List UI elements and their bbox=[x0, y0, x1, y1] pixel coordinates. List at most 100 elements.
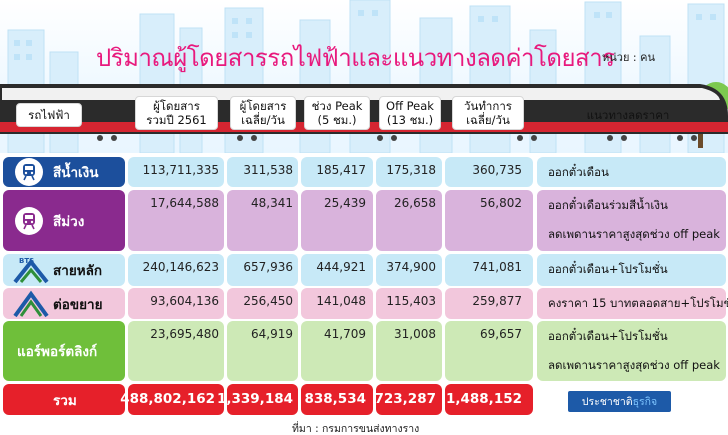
total-value-text: 838,534 bbox=[304, 391, 367, 407]
table-row: ต่อขยาย 93,604,136 256,450 141,048 115,403 25… bbox=[0, 288, 728, 319]
header-annual-line2: รวมปี 2561 bbox=[146, 113, 207, 127]
row-label: สีน้ำเงิน bbox=[3, 157, 125, 187]
value-text: 48,341 bbox=[251, 196, 293, 210]
header-peak-line1: ช่วง Peak bbox=[311, 99, 363, 113]
row-label-text: สีน้ำเงิน bbox=[53, 165, 99, 181]
header-daily: ผู้โดยสาร เฉลี่ย/วัน bbox=[230, 96, 296, 130]
row-label: BTS สายหลัก bbox=[3, 254, 125, 286]
value-text: 185,417 bbox=[316, 163, 366, 177]
value-text: 240,146,623 bbox=[142, 260, 219, 274]
table-row: BTS สายหลัก 240,146,623 657,936 444,921 374,9… bbox=[0, 254, 728, 286]
header-annual: ผู้โดยสาร รวมปี 2561 bbox=[135, 96, 218, 130]
value-text: 31,008 bbox=[394, 327, 436, 341]
discount-cell bbox=[537, 321, 726, 381]
discount-cell bbox=[537, 157, 726, 187]
value-text: 93,604,136 bbox=[150, 294, 219, 308]
row-label-text: สายหลัก bbox=[53, 263, 103, 279]
total-label-text: รวม bbox=[53, 392, 77, 409]
header-offpeak-line1: Off Peak bbox=[386, 99, 434, 113]
value-text: 26,658 bbox=[394, 196, 436, 210]
header-annual-line1: ผู้โดยสาร bbox=[153, 99, 200, 113]
value-cell bbox=[128, 321, 224, 381]
row-label: ต่อขยาย bbox=[3, 288, 125, 319]
header-peak: ช่วง Peak (5 ชม.) bbox=[304, 96, 370, 130]
value-cell bbox=[445, 190, 533, 251]
value-cell bbox=[376, 321, 442, 381]
brand-logo: ประชาชาติ ธุรกิจ bbox=[568, 391, 671, 412]
value-text: 444,921 bbox=[316, 260, 366, 274]
total-row: รวม 488,802,162 1,339,184 838,534 723,287 1,4… bbox=[0, 384, 728, 415]
source-note: ที่มา : กรมการขนส่งทางราง bbox=[292, 423, 420, 435]
value-cell bbox=[128, 288, 224, 319]
value-cell bbox=[128, 254, 224, 286]
value-cell bbox=[376, 288, 442, 319]
value-cell bbox=[376, 157, 442, 187]
value-cell bbox=[301, 288, 373, 319]
header-discount-label: แนวทางลดราคา bbox=[586, 108, 670, 122]
value-text: 175,318 bbox=[386, 163, 436, 177]
bts-logo-icon: BTS bbox=[13, 256, 49, 288]
value-text: 25,439 bbox=[324, 196, 366, 210]
value-cell bbox=[301, 157, 373, 187]
value-cell bbox=[445, 157, 533, 187]
table-row: สีม่วง 17,644,588 48,341 25,439 26,658 56,802… bbox=[0, 190, 728, 251]
discount-text: ออกตั๋วเดือนร่วมสีน้ำเงิน bbox=[548, 198, 668, 212]
header-peak-line2: (5 ชม.) bbox=[317, 113, 357, 127]
value-text: 17,644,588 bbox=[150, 196, 219, 210]
header-train-label: รถไฟฟ้า bbox=[28, 108, 70, 122]
total-value-text: 1,339,184 bbox=[216, 391, 293, 407]
row-label-text: แอร์พอร์ตลิงก์ bbox=[17, 344, 98, 360]
value-text: 41,709 bbox=[324, 327, 366, 341]
brand-logo-part1: ประชาชาติ bbox=[581, 396, 633, 408]
value-cell bbox=[445, 288, 533, 319]
brand-logo-part2: ธุรกิจ bbox=[632, 396, 658, 408]
value-cell bbox=[128, 190, 224, 251]
total-cell bbox=[227, 384, 298, 415]
bts-extension-icon bbox=[13, 290, 49, 322]
value-cell bbox=[128, 157, 224, 187]
discount-cell bbox=[537, 288, 726, 319]
discount-cell bbox=[537, 190, 726, 251]
table-row: สีน้ำเงิน 113,711,335 311,538 185,417 175,31… bbox=[0, 157, 728, 187]
value-cell bbox=[227, 288, 298, 319]
discount-text: ลดเพดานราคาสูงสุดช่วง off peak bbox=[548, 227, 720, 241]
total-value-text: 723,287 bbox=[374, 391, 437, 407]
value-cell bbox=[376, 190, 442, 251]
value-cell bbox=[227, 157, 298, 187]
header-workday-line1: วันทำการ bbox=[464, 99, 512, 113]
value-text: 23,695,480 bbox=[150, 327, 219, 341]
value-text: 141,048 bbox=[316, 294, 366, 308]
value-cell bbox=[227, 254, 298, 286]
discount-cell bbox=[537, 254, 726, 286]
discount-text: ลดเพดานราคาสูงสุดช่วง off peak bbox=[548, 358, 720, 372]
value-cell bbox=[376, 254, 442, 286]
value-text: 64,919 bbox=[251, 327, 293, 341]
total-cell bbox=[301, 384, 373, 415]
train-right-illustration bbox=[580, 84, 728, 141]
value-text: 69,657 bbox=[480, 327, 522, 341]
row-label: สีม่วง bbox=[3, 190, 125, 251]
discount-text: คงราคา 15 บาทตลอดสาย+โปรโมชั่น bbox=[548, 296, 728, 310]
value-cell bbox=[445, 254, 533, 286]
value-text: 311,538 bbox=[243, 163, 293, 177]
total-cell bbox=[376, 384, 442, 415]
header-offpeak-line2: (13 ชม.) bbox=[386, 113, 434, 127]
discount-text: ออกตั๋วเดือน+โปรโมชั่น bbox=[548, 262, 668, 276]
value-text: 360,735 bbox=[472, 163, 522, 177]
table-row: แอร์พอร์ตลิงก์ 23,695,480 64,919 41,709 31,0… bbox=[0, 321, 728, 381]
value-cell bbox=[445, 321, 533, 381]
header-discount: แนวทางลดราคา bbox=[582, 103, 674, 127]
value-text: 256,450 bbox=[243, 294, 293, 308]
value-cell bbox=[301, 321, 373, 381]
train-icon bbox=[15, 206, 43, 235]
header-workday-line2: เฉลี่ย/วัน bbox=[466, 113, 510, 127]
discount-text: ออกตั๋วเดือน bbox=[548, 165, 609, 179]
header-daily-line1: ผู้โดยสาร bbox=[239, 99, 287, 113]
total-label: รวม bbox=[3, 384, 125, 415]
value-text: 657,936 bbox=[243, 260, 293, 274]
row-label-text: ต่อขยาย bbox=[53, 296, 103, 313]
unit-label: หน่วย : คน bbox=[602, 51, 655, 64]
value-text: 113,711,335 bbox=[142, 163, 219, 177]
header-train: รถไฟฟ้า bbox=[16, 103, 82, 127]
value-cell bbox=[227, 321, 298, 381]
